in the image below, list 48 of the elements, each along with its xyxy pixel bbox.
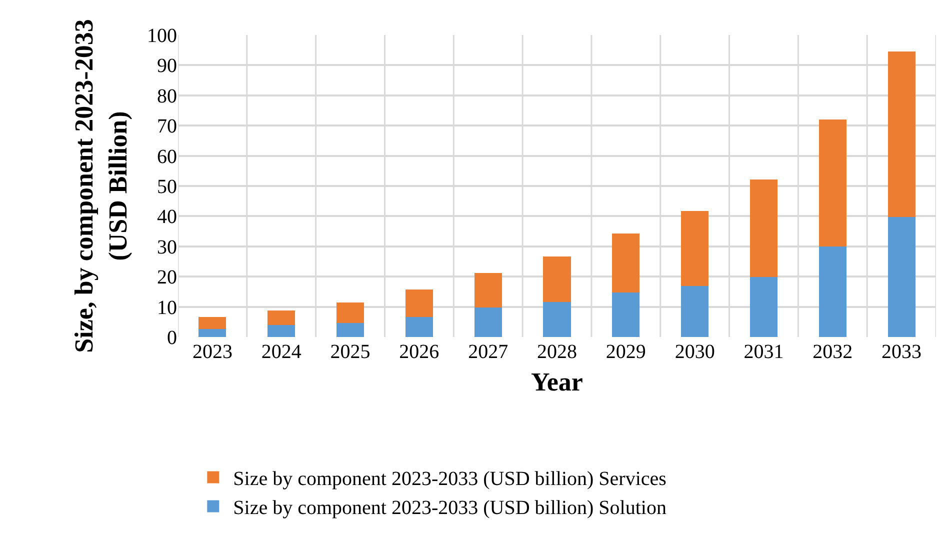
y-tick-label: 90 [157, 55, 177, 78]
bar [405, 290, 433, 317]
bar [474, 272, 502, 308]
x-tick-label: 2032 [812, 341, 853, 363]
bar [681, 210, 709, 286]
bar [818, 246, 846, 337]
x-tick-label: 2027 [468, 341, 508, 363]
bar [543, 302, 571, 337]
y-tick-label: 60 [157, 146, 177, 168]
bar [198, 329, 226, 337]
bar [612, 292, 640, 337]
y-tick-label: 50 [157, 176, 177, 198]
x-tick-label: 2023 [192, 341, 232, 363]
bar [405, 316, 433, 337]
bar [336, 323, 364, 337]
bar [474, 307, 502, 337]
legend-label: Size by component 2023-2033 (USD billion) Services [233, 468, 667, 490]
bar [681, 286, 709, 337]
bar [268, 325, 296, 337]
y-tick-label: 20 [157, 266, 177, 289]
bar [543, 256, 571, 302]
bar [750, 180, 778, 277]
bar [750, 276, 778, 337]
x-tick-label: 2031 [744, 341, 784, 363]
y-tick-label: 10 [157, 296, 177, 319]
bar [268, 310, 296, 326]
x-tick-label: 2024 [261, 341, 302, 363]
y-axis-title: Size, by component 2023-2033 (USD Billion) [70, 19, 132, 353]
y-tick-label: 80 [157, 85, 177, 108]
y-tick-label: 70 [157, 116, 177, 138]
y-tick-label: 0 [167, 327, 177, 349]
y-tick-label: 40 [157, 206, 177, 228]
x-tick-label: 2028 [537, 341, 577, 363]
bar [888, 52, 916, 217]
x-tick-label: 2033 [882, 341, 922, 363]
bar [612, 234, 640, 292]
x-tick-label: 2026 [399, 341, 440, 363]
y-tick-label: 100 [147, 25, 177, 47]
x-tick-label: 2025 [330, 341, 370, 363]
bar [818, 120, 846, 247]
bar [888, 216, 916, 337]
x-tick-label: 2029 [606, 341, 646, 363]
x-axis-title: Year [531, 368, 583, 397]
bar [198, 316, 226, 330]
legend-label: Size by component 2023-2033 (USD billion) Solution [233, 497, 666, 520]
bar [336, 302, 364, 324]
x-tick-label: 2030 [674, 341, 715, 363]
y-tick-label: 30 [157, 236, 177, 258]
